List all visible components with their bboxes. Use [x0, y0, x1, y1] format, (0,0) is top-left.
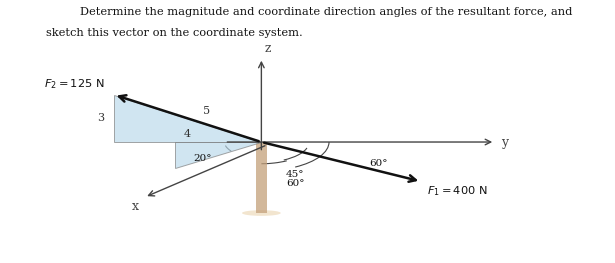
Text: 4: 4 — [184, 129, 191, 139]
Text: 20°: 20° — [194, 154, 212, 163]
Text: sketch this vector on the coordinate system.: sketch this vector on the coordinate sys… — [46, 28, 303, 38]
Ellipse shape — [242, 210, 280, 216]
Polygon shape — [114, 95, 261, 142]
Bar — [256, 142, 267, 213]
Text: Determine the magnitude and coordinate direction angles of the resultant force, : Determine the magnitude and coordinate d… — [80, 7, 572, 17]
Text: x: x — [132, 200, 138, 213]
Text: 60°: 60° — [369, 159, 387, 168]
Text: 3: 3 — [97, 113, 105, 123]
Text: y: y — [501, 135, 509, 149]
Text: 45°: 45° — [286, 170, 304, 179]
Text: z: z — [264, 42, 271, 55]
Text: 60°: 60° — [286, 179, 304, 188]
Text: 5: 5 — [203, 106, 210, 116]
Polygon shape — [175, 142, 261, 168]
Text: $F_2 = 125\ \mathrm{N}$: $F_2 = 125\ \mathrm{N}$ — [44, 77, 105, 91]
Text: $F_1 = 400\ \mathrm{N}$: $F_1 = 400\ \mathrm{N}$ — [427, 184, 488, 198]
